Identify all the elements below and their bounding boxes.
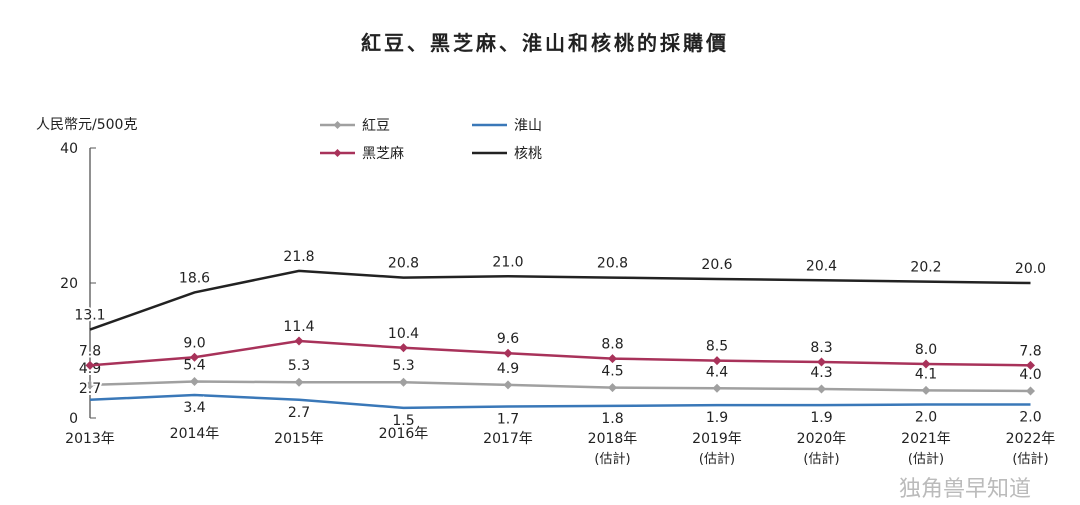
data-label: 1.9 — [810, 410, 832, 426]
x-tick-label: 2017年 — [483, 431, 533, 447]
data-point — [1026, 360, 1035, 370]
data-label: 2.7 — [288, 405, 310, 421]
data-label: 20.8 — [388, 256, 419, 272]
data-point — [190, 352, 199, 362]
x-tick-note: (估計) — [594, 451, 630, 467]
data-point — [294, 336, 304, 346]
data-point — [712, 356, 722, 366]
series-line-2 — [89, 393, 1031, 410]
y-tick-label: 40 — [60, 141, 78, 157]
data-label: 1.8 — [601, 411, 623, 427]
y-tick-label: 0 — [69, 411, 78, 427]
data-point — [503, 348, 513, 358]
x-tick-label: 2020年 — [797, 431, 847, 447]
legend-label: 紅豆 — [362, 118, 390, 134]
data-label: 2.0 — [1019, 410, 1041, 426]
x-tick-note: (估計) — [1012, 451, 1048, 467]
data-label: 8.5 — [706, 339, 728, 355]
x-tick-label: 2013年 — [65, 431, 115, 447]
data-label: 7.8 — [1019, 343, 1041, 359]
data-label: 3.4 — [183, 400, 205, 416]
data-point — [399, 377, 408, 387]
data-label: 13.1 — [74, 308, 105, 324]
data-label: 10.4 — [388, 326, 419, 342]
data-point — [85, 380, 95, 390]
data-label: 2.0 — [915, 410, 937, 426]
data-label: 18.6 — [179, 270, 210, 286]
series-line-3 — [89, 269, 1031, 331]
data-point — [921, 359, 931, 369]
data-label: 7.8 — [79, 343, 101, 359]
x-tick-label: 2021年 — [901, 431, 951, 447]
data-label: 1.9 — [706, 410, 728, 426]
legend-label: 黑芝麻 — [362, 146, 404, 162]
data-label: 4.1 — [915, 366, 937, 382]
data-point — [608, 354, 617, 364]
data-label: 4.5 — [601, 364, 623, 380]
data-point — [817, 384, 826, 394]
legend-marker — [333, 149, 342, 157]
data-label: 8.0 — [915, 342, 937, 358]
data-label: 5.3 — [288, 358, 310, 374]
x-tick-label: 2015年 — [274, 431, 324, 447]
legend-label: 淮山 — [514, 118, 542, 134]
data-label: 20.8 — [597, 256, 628, 272]
data-point — [503, 380, 513, 390]
series-line-0 — [89, 380, 1031, 393]
x-tick-note: (估計) — [908, 451, 944, 467]
data-label: 4.9 — [497, 361, 519, 377]
data-label: 20.4 — [806, 258, 837, 274]
x-tick-label: 2022年 — [1006, 431, 1056, 447]
data-point — [921, 385, 931, 395]
data-point — [1026, 386, 1035, 396]
x-tick-label: 2019年 — [692, 431, 742, 447]
legend-marker — [333, 121, 342, 129]
data-label: 5.3 — [392, 358, 414, 374]
data-point — [399, 343, 408, 353]
data-label: 8.8 — [601, 337, 623, 353]
data-label: 4.0 — [1019, 367, 1041, 383]
legend-label: 核桃 — [514, 146, 542, 162]
data-point — [190, 377, 199, 387]
data-label: 11.4 — [283, 319, 314, 335]
data-point — [817, 357, 826, 367]
x-tick-note: (估計) — [699, 451, 735, 467]
data-point — [712, 383, 722, 393]
data-label: 1.7 — [497, 412, 519, 428]
data-label: 5.4 — [183, 358, 205, 374]
data-label: 21.0 — [492, 254, 523, 270]
x-tick-label: 2018年 — [588, 431, 638, 447]
data-label: 9.6 — [497, 331, 519, 347]
data-label: 21.8 — [283, 249, 314, 265]
watermark: 独角兽早知道 — [899, 477, 1031, 502]
x-tick-label: 2016年 — [379, 426, 429, 442]
data-label: 1.5 — [392, 413, 414, 429]
data-label: 4.3 — [810, 365, 832, 381]
data-point — [608, 383, 617, 393]
data-label: 20.6 — [701, 257, 732, 273]
series-line-1 — [89, 339, 1031, 367]
x-tick-label: 2014年 — [170, 426, 220, 442]
data-label: 8.3 — [810, 340, 832, 356]
y-tick-label: 20 — [60, 276, 78, 292]
data-label: 20.0 — [1015, 261, 1046, 277]
data-label: 20.2 — [910, 260, 941, 276]
x-tick-note: (估計) — [803, 451, 839, 467]
chart-title: 紅豆、黑芝麻、淮山和核桃的採購價 — [361, 31, 729, 55]
data-label: 4.4 — [706, 364, 728, 380]
data-point — [85, 360, 95, 370]
data-point — [294, 377, 304, 387]
y-axis-label: 人民幣元/500克 — [36, 117, 137, 133]
data-label: 9.0 — [183, 335, 205, 351]
data-label: 2.7 — [79, 381, 101, 397]
